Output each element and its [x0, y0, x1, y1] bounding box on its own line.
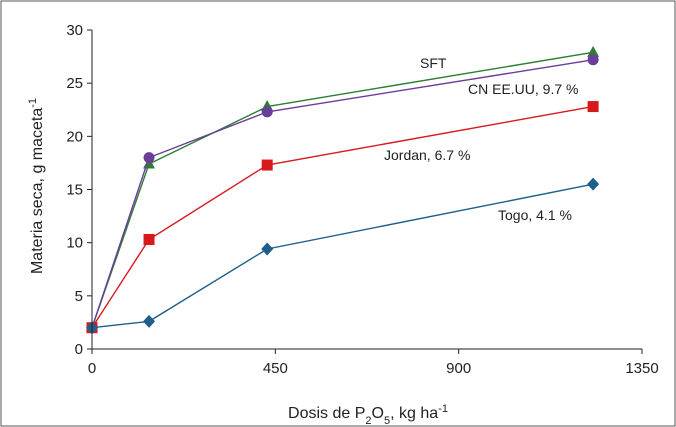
- y-tick-label: 0: [75, 341, 83, 358]
- x-tick-label: 0: [88, 360, 96, 377]
- data-point: [587, 45, 600, 57]
- series-label: Jordan, 6.7 %: [384, 147, 470, 163]
- data-point: [261, 106, 273, 118]
- y-tick-label: 5: [75, 288, 83, 305]
- series-label: CN EE.UU, 9.7 %: [468, 81, 578, 97]
- data-point: [143, 314, 156, 328]
- y-tick-label: 25: [66, 75, 83, 92]
- x-tick-label: 900: [446, 360, 471, 377]
- y-tick-label: 20: [66, 128, 83, 145]
- data-point: [587, 54, 599, 66]
- data-point: [143, 233, 155, 245]
- y-tick-label: 30: [66, 22, 83, 39]
- data-point: [587, 101, 599, 113]
- series-line: [91, 105, 594, 329]
- y-axis-title: Materia seca, g maceta-1: [27, 98, 46, 274]
- y-tick-label: 10: [66, 235, 83, 252]
- data-point: [143, 152, 155, 164]
- series-label: SFT: [420, 55, 447, 71]
- x-tick-label: 1350: [625, 360, 658, 377]
- data-point: [261, 242, 274, 256]
- axes-layer: 0 5 10 15 20 25 30 0 450 900 1350: [66, 22, 658, 377]
- series-labels: SFT CN EE.UU, 9.7 % Jordan, 6.7 % Togo, 4.1…: [384, 55, 578, 223]
- series-line: [91, 183, 594, 329]
- x-axis-title: Dosis de P2O5, kg ha-1: [288, 403, 448, 427]
- series-diamond: [86, 177, 600, 335]
- series-line: [91, 59, 594, 328]
- series-label: Togo, 4.1 %: [498, 207, 572, 223]
- data-point: [587, 177, 600, 191]
- x-tick-label: 450: [263, 360, 288, 377]
- data-point: [261, 159, 273, 171]
- y-tick-label: 15: [66, 182, 83, 199]
